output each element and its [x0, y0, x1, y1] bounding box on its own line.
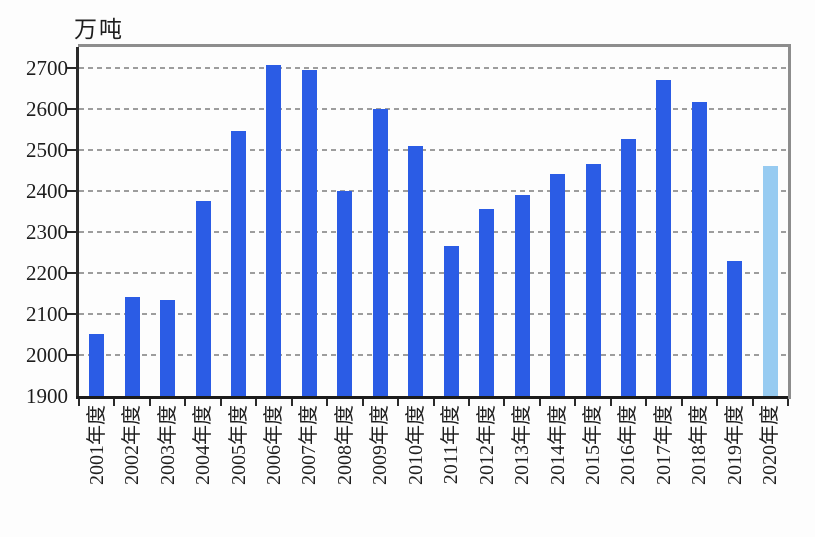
bar-2015年度	[585, 164, 601, 396]
y-tick-2600	[67, 107, 76, 110]
y-tick-2200	[67, 271, 76, 274]
x-tick-2	[148, 399, 151, 406]
y-tick-label-2100: 2100	[26, 301, 68, 326]
gridline-2300	[79, 230, 788, 233]
y-tick-2500	[67, 148, 76, 151]
bar-2007年度	[301, 69, 317, 396]
bar-2020年度	[762, 166, 778, 396]
x-tick-label-2016年度: 2016年度	[617, 405, 640, 485]
plot-right-border	[788, 44, 791, 399]
bar-2003年度	[160, 299, 176, 396]
y-tick-2700	[67, 66, 76, 69]
y-tick-2000	[67, 353, 76, 356]
bar-2002年度	[124, 297, 140, 396]
bar-2012年度	[479, 209, 495, 396]
x-tick-label-2004年度: 2004年度	[192, 405, 215, 485]
gridline-2100	[79, 312, 788, 315]
x-tick-17	[680, 399, 683, 406]
x-tick-0	[78, 399, 80, 406]
bar-2011年度	[443, 246, 459, 396]
x-tick-4	[219, 399, 222, 406]
x-tick-13	[538, 399, 541, 406]
y-tick-label-2600: 2600	[26, 96, 68, 121]
x-tick-label-2001年度: 2001年度	[85, 405, 108, 485]
y-tick-label-2200: 2200	[26, 260, 68, 285]
x-tick-label-2013年度: 2013年度	[511, 405, 534, 485]
x-tick-label-2017年度: 2017年度	[652, 405, 675, 485]
bar-2005年度	[231, 131, 247, 396]
x-tick-label-2015年度: 2015年度	[582, 405, 605, 485]
x-tick-label-2018年度: 2018年度	[688, 405, 711, 485]
x-tick-label-2010年度: 2010年度	[404, 405, 427, 485]
x-tick-10	[432, 399, 435, 406]
bar-2004年度	[195, 200, 211, 396]
x-tick-19	[751, 399, 754, 406]
x-tick-16	[645, 399, 648, 406]
x-tick-label-2002年度: 2002年度	[121, 405, 144, 485]
gridline-2500	[79, 148, 788, 151]
x-tick-label-2005年度: 2005年度	[227, 405, 250, 485]
x-tick-6	[290, 399, 293, 406]
x-tick-label-2019年度: 2019年度	[723, 405, 746, 485]
x-tick-5	[255, 399, 258, 406]
y-axis-unit-label: 万吨	[74, 17, 124, 42]
y-tick-2100	[67, 312, 76, 315]
bar-2019年度	[727, 260, 743, 396]
x-tick-18	[716, 399, 719, 406]
y-tick-label-2500: 2500	[26, 137, 68, 162]
y-tick-2400	[67, 189, 76, 192]
y-tick-label-2700: 2700	[26, 55, 68, 80]
x-tick-label-2012年度: 2012年度	[475, 405, 498, 485]
y-axis-line	[76, 47, 79, 399]
bar-2008年度	[337, 190, 353, 396]
gridline-2200	[79, 271, 788, 274]
x-tick-20	[787, 399, 789, 406]
bar-2017年度	[656, 79, 672, 396]
x-tick-8	[361, 399, 364, 406]
y-tick-label-1900: 1900	[26, 384, 68, 408]
x-tick-label-2020年度: 2020年度	[759, 405, 782, 485]
x-tick-label-2011年度: 2011年度	[440, 405, 463, 485]
x-tick-14	[574, 399, 577, 406]
x-tick-15	[609, 399, 612, 406]
x-tick-label-2003年度: 2003年度	[156, 405, 179, 485]
x-tick-11	[467, 399, 470, 406]
x-tick-9	[397, 399, 400, 406]
y-tick-label-2000: 2000	[26, 342, 68, 367]
x-axis-line	[76, 396, 791, 399]
plot-area	[79, 47, 788, 396]
x-tick-label-2007年度: 2007年度	[298, 405, 321, 485]
bar-2014年度	[550, 174, 566, 396]
x-tick-label-2008年度: 2008年度	[333, 405, 356, 485]
x-tick-1	[113, 399, 116, 406]
bar-2013年度	[514, 194, 530, 396]
bar-2016年度	[620, 139, 636, 396]
gridline-2000	[79, 353, 788, 356]
bar-2001年度	[89, 334, 105, 396]
x-tick-label-2014年度: 2014年度	[546, 405, 569, 485]
bar-2018年度	[691, 102, 707, 396]
plot-top-border	[78, 44, 791, 47]
gridline-2600	[79, 107, 788, 110]
x-tick-label-2009年度: 2009年度	[369, 405, 392, 485]
x-tick-12	[503, 399, 506, 406]
y-tick-label-2400: 2400	[26, 178, 68, 203]
x-tick-label-2006年度: 2006年度	[262, 405, 285, 485]
gridline-2400	[79, 189, 788, 192]
gridline-2700	[79, 66, 788, 69]
y-tick-2300	[67, 230, 76, 233]
bar-2006年度	[266, 65, 282, 396]
bar-2010年度	[408, 145, 424, 396]
x-tick-3	[184, 399, 187, 406]
bar-2009年度	[372, 108, 388, 396]
y-tick-label-2300: 2300	[26, 219, 68, 244]
x-tick-7	[326, 399, 329, 406]
